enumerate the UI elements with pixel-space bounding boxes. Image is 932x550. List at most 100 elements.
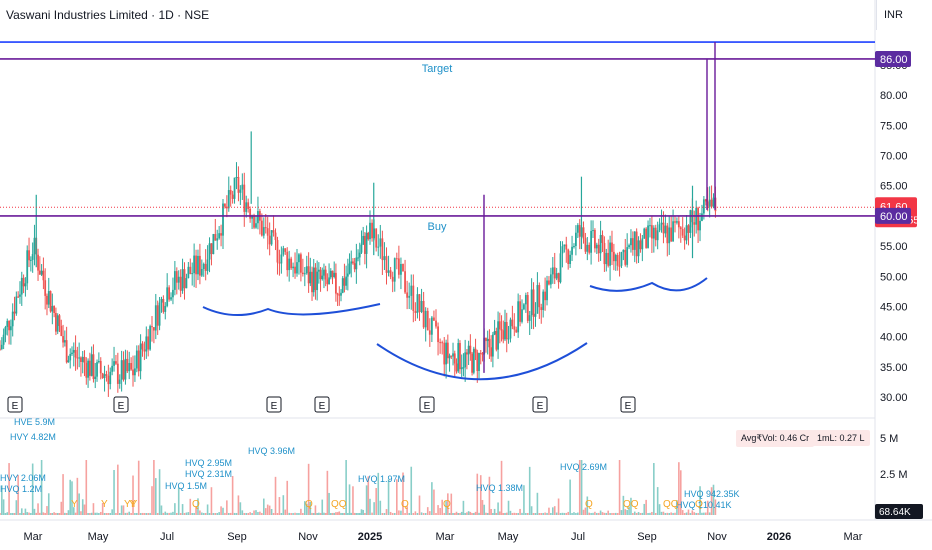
volume-annotation-label: HVQ 942.35K xyxy=(684,489,740,499)
volume-bar xyxy=(11,512,14,515)
candle-body xyxy=(324,269,327,280)
candle-body xyxy=(24,283,27,287)
candle-body xyxy=(40,270,43,275)
candle-body xyxy=(406,292,409,298)
volume-bar xyxy=(64,512,66,515)
candle-body xyxy=(424,310,427,328)
candle-body xyxy=(443,342,446,365)
candle-body xyxy=(314,267,317,291)
volume-bar xyxy=(552,507,554,515)
pattern-curves xyxy=(202,277,708,381)
price-axis-ticks: 30.00 35.00 40.00 45.00 50.00 55.00 60.00 65.00… xyxy=(880,60,908,404)
volume-bar xyxy=(60,501,63,515)
candle-body xyxy=(428,330,431,335)
candle-body xyxy=(316,271,319,291)
volume-bar xyxy=(255,510,257,515)
candle-body xyxy=(113,361,115,366)
volume-bar xyxy=(404,513,406,515)
candle-body xyxy=(88,360,91,376)
volume-bar xyxy=(323,512,325,515)
volume-bar xyxy=(134,513,136,515)
volume-bar xyxy=(328,492,330,515)
candle-body xyxy=(524,295,527,305)
volume-bar xyxy=(571,512,573,515)
candle-body xyxy=(253,216,255,228)
volume-bar xyxy=(611,512,613,515)
volume-bar xyxy=(8,463,10,515)
volume-bar xyxy=(573,512,575,515)
volume-bar xyxy=(609,512,611,515)
volume-bar xyxy=(101,503,104,515)
time-tick-label: Jul xyxy=(571,531,585,543)
currency-label[interactable]: INR xyxy=(884,9,903,21)
candle-body xyxy=(578,225,581,237)
candle-body xyxy=(87,360,89,378)
volume-bar xyxy=(511,512,514,515)
candle-body xyxy=(597,244,600,254)
earnings-marker-box xyxy=(620,396,636,413)
candle-body xyxy=(418,294,421,313)
volume-bar xyxy=(457,512,460,515)
volume-bar xyxy=(318,512,320,515)
candle-body xyxy=(168,287,170,300)
volume-bar xyxy=(296,512,298,515)
volume-bar xyxy=(233,512,236,515)
volume-letter-marker: Q xyxy=(443,499,451,510)
volume-bar xyxy=(474,511,477,515)
candle-body xyxy=(319,269,322,280)
candle-body xyxy=(111,365,114,372)
cup-curve xyxy=(376,342,588,381)
candle-body xyxy=(195,255,197,275)
volume-bar xyxy=(493,508,496,515)
candle-body xyxy=(132,369,134,376)
candle-body xyxy=(495,331,498,350)
candle-body xyxy=(493,331,496,335)
candle-body xyxy=(469,345,472,354)
currency-box[interactable] xyxy=(876,0,932,30)
candle-body xyxy=(317,269,320,272)
volume-bar xyxy=(130,512,132,515)
candle-body xyxy=(235,176,238,178)
volume-bar xyxy=(124,512,127,515)
volume-bar xyxy=(28,512,30,515)
volume-bar xyxy=(651,511,653,515)
volume-bar xyxy=(237,495,240,515)
candle-body xyxy=(241,184,244,190)
candle-body xyxy=(156,305,159,326)
volume-bar xyxy=(469,511,472,515)
candles xyxy=(0,131,717,397)
volume-bar xyxy=(509,510,512,515)
volume-bar xyxy=(22,512,25,515)
level-lines: Target Buy xyxy=(0,41,875,373)
volume-bar xyxy=(355,513,358,515)
candle-body xyxy=(69,354,72,361)
volume-bar xyxy=(679,470,682,515)
volume-bar xyxy=(220,506,222,515)
volume-bar xyxy=(473,512,475,515)
volume-bar xyxy=(40,460,43,515)
volume-bar xyxy=(341,512,344,515)
volume-letter-marker: Y xyxy=(71,499,78,510)
volume-bar xyxy=(654,513,657,515)
candle-body xyxy=(292,266,294,269)
volume-bar xyxy=(586,496,589,515)
volume-bar xyxy=(338,511,341,515)
volume-bar xyxy=(49,513,52,515)
volume-bar xyxy=(319,512,322,515)
volume-bar xyxy=(290,512,292,515)
volume-annotation-label: HVQ 210.41K xyxy=(676,500,732,510)
time-tick-label: Nov xyxy=(298,531,318,543)
candle-body xyxy=(341,278,344,293)
volume-bar xyxy=(402,472,404,515)
volume-bar xyxy=(55,512,57,515)
candle-body xyxy=(58,315,61,326)
candle-body xyxy=(542,291,545,311)
volume-bar xyxy=(540,513,543,515)
volume-bar xyxy=(24,508,27,515)
candle-body xyxy=(453,353,456,364)
candle-body xyxy=(452,353,454,357)
candle-body xyxy=(637,240,640,257)
volume-bar xyxy=(645,499,647,515)
candle-body xyxy=(379,238,382,247)
volume-bar xyxy=(300,508,302,515)
